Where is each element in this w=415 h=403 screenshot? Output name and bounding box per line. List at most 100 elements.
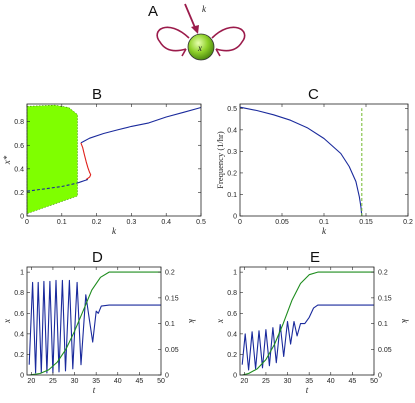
y-tick-label: 1 [233, 270, 237, 277]
y-tick-label: 0.8 [14, 119, 24, 126]
y-tick-label: 0.6 [14, 311, 24, 318]
panel-letter-c: C [308, 86, 319, 103]
series-line-1 [241, 304, 374, 371]
y-tick-label: 0.3 [227, 149, 237, 156]
network-diagram: x k [156, 3, 246, 61]
y-tick-label: 0.4 [14, 331, 24, 338]
y-tick-label: 0.2 [14, 352, 24, 359]
input-arrow-head [191, 25, 199, 34]
y-tick-label: 0 [20, 373, 24, 380]
panel-letter-d: D [92, 249, 103, 266]
y-tick-label: 0 [20, 214, 24, 221]
panel-letter-a: A [148, 3, 158, 20]
x-tick-label: 0.1 [57, 219, 67, 226]
plot-frame [239, 103, 409, 217]
x-tick-label: 50 [157, 378, 165, 385]
y-tick-label: 0.4 [14, 166, 24, 173]
y-tick-label: 1 [20, 270, 24, 277]
y-tick-label: 0.8 [14, 290, 24, 297]
x-axis-label: t [93, 385, 96, 395]
input-label: k [202, 4, 207, 14]
y-tick-label: 0.8 [227, 290, 237, 297]
x-tick-label: 30 [284, 378, 292, 385]
y-right-tick-label: 0 [165, 373, 169, 380]
x-tick-label: 40 [327, 378, 335, 385]
x-tick-label: 0.1 [319, 219, 329, 226]
y-right-tick-label: 0.1 [378, 321, 388, 328]
x-tick-label: 35 [305, 378, 313, 385]
chart-b: 0 0.1 0.2 0.3 0.4 0.5 0 0.2 0.4 0.6 0.8 k x* [2, 103, 206, 236]
y-tick-label: 0.1 [227, 192, 237, 199]
y-tick-label: 0 [233, 373, 237, 380]
chart-e: 20 25 30 35 40 45 5000.20.40.60.8100.050.10.15… [215, 266, 410, 395]
y-axis-label: x [215, 319, 225, 324]
x-axis-label: k [322, 226, 327, 236]
x-tick-label: 25 [262, 378, 270, 385]
node-x [187, 33, 215, 61]
y-right-tick-label: 0.2 [378, 270, 388, 277]
y-right-tick-label: 0.1 [165, 321, 175, 328]
x-tick-label: 25 [49, 378, 57, 385]
chart-d: 20 25 30 35 40 45 5000.20.40.60.8100.050.10.15… [2, 266, 197, 395]
y-axis-label-right: k [187, 319, 197, 324]
x-tick-label: 0.2 [403, 219, 413, 226]
left-feedback-loop [156, 26, 190, 52]
x-tick-label: 0.5 [196, 219, 206, 226]
series-line-2 [29, 271, 161, 376]
series-line-3 [77, 178, 89, 184]
left-loop-inhibition-bar [181, 48, 187, 57]
x-tick-label: 20 [27, 378, 35, 385]
panel-letter-e: E [310, 249, 320, 266]
y-tick-label: 0.2 [227, 170, 237, 177]
series-line-1 [28, 279, 161, 374]
y-tick-label: 0.5 [227, 106, 237, 113]
x-tick-label: 0.15 [359, 219, 373, 226]
x-tick-label: 20 [240, 378, 248, 385]
x-tick-label: 0.3 [127, 219, 137, 226]
oscillation-band [26, 104, 78, 215]
x-tick-label: 50 [370, 378, 378, 385]
plot-frame [26, 103, 202, 217]
plot-frame [26, 266, 162, 376]
x-axis-label: t [306, 385, 309, 395]
node-label: x [197, 43, 202, 53]
y-tick-label: 0.4 [227, 331, 237, 338]
y-tick-label: 0.4 [227, 127, 237, 134]
right-loop-inhibition-bar [215, 48, 221, 57]
series-line-1 [80, 106, 202, 144]
panel-letter-b: B [92, 86, 102, 103]
y-right-tick-label: 0.05 [165, 347, 179, 354]
y-axis-label-right: k [400, 319, 410, 324]
y-axis-label: Frequency (1/hr) [215, 131, 225, 189]
right-feedback-loop [211, 26, 246, 52]
y-axis-label: x* [2, 155, 12, 165]
series-line-4 [26, 182, 78, 192]
x-tick-label: 0.05 [275, 219, 289, 226]
chart-c: 0 0.05 0.1 0.15 0.2 0 0.1 0.2 0.3 0.4 0.5 k Frequenc… [215, 103, 413, 236]
plot-frame [239, 266, 375, 376]
x-tick-label: 45 [135, 378, 143, 385]
x-axis-label: k [112, 226, 117, 236]
y-tick-label: 0.6 [227, 311, 237, 318]
x-tick-label: 0.2 [92, 219, 102, 226]
y-right-tick-label: 0.15 [378, 295, 392, 302]
y-tick-label: 0 [233, 214, 237, 221]
y-tick-label: 0.6 [14, 143, 24, 150]
x-tick-label: 40 [114, 378, 122, 385]
x-tick-label: 35 [92, 378, 100, 385]
y-axis-label: x [2, 319, 12, 324]
input-arrow [184, 3, 197, 31]
x-tick-label: 30 [71, 378, 79, 385]
y-tick-label: 0.2 [14, 190, 24, 197]
y-tick-label: 0.2 [227, 352, 237, 359]
series-line-1 [239, 106, 363, 217]
y-right-tick-label: 0.2 [165, 270, 175, 277]
y-right-tick-label: 0 [378, 373, 382, 380]
series-line-2 [242, 271, 374, 376]
series-line-2 [80, 142, 92, 180]
x-tick-label: 45 [348, 378, 356, 385]
y-right-tick-label: 0.05 [378, 347, 392, 354]
x-tick-label: 0.4 [161, 219, 171, 226]
x-tick-label: 0 [238, 219, 242, 226]
